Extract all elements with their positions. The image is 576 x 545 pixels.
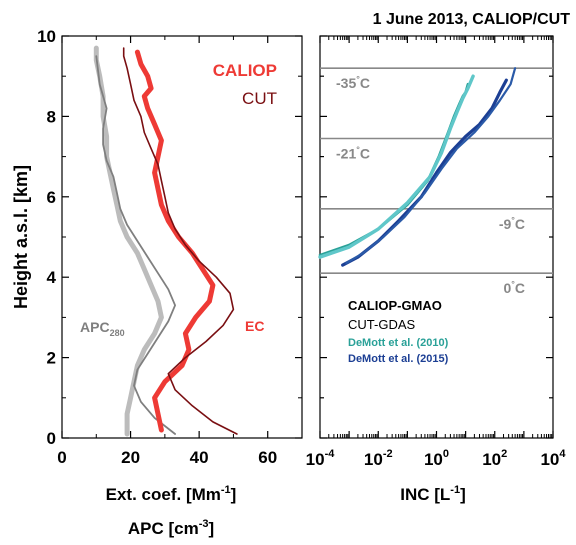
series-line-d15b (345, 67, 517, 265)
legend-demott-2010: DeMott et al. (2010) (348, 337, 449, 349)
annotation-ec: EC (245, 318, 264, 334)
right-x-tick-label: 104 (540, 448, 566, 469)
right-x-tick-label: 10-2 (364, 448, 393, 469)
right-panel: -35°C -21°C -9°C 0°C 10-4 10-2 100 102 104 INC … (306, 35, 566, 504)
right-x-tick-label: 102 (482, 448, 507, 469)
left-y-tick-label: 4 (47, 268, 57, 287)
isotherm-label: -21°C (336, 145, 370, 162)
right-series-group (318, 67, 517, 267)
left-panel: 0 2 4 6 8 10 0 20 40 60 Height a.s.l. [km] Ext. … (11, 27, 303, 538)
left-y-tick-label: 0 (47, 429, 56, 448)
left-ylabel: Height a.s.l. [km] (11, 165, 31, 309)
isotherm-label: -9°C (499, 215, 525, 232)
series-line-d10a (318, 82, 470, 257)
right-x-tick-label: 10-4 (306, 448, 336, 469)
series-line-d10b (318, 74, 475, 259)
right-y-ticks (320, 35, 553, 439)
left-y-tick-label: 10 (37, 27, 56, 46)
right-x-ticks: 10-4 10-2 100 102 104 (306, 36, 566, 469)
legend-caliop: CALIOP (213, 61, 277, 80)
isotherm-lines: -35°C -21°C -9°C 0°C (320, 67, 553, 296)
left-x-tick-label: 20 (121, 448, 140, 467)
left-y-tick-label: 2 (47, 349, 56, 368)
left-x-ticks: 0 20 40 60 (57, 36, 277, 467)
left-x-tick-label: 0 (57, 448, 66, 467)
right-panel-frame (319, 35, 554, 439)
right-xlabel: INC [L-1] (400, 484, 466, 504)
left-x-tick-label: 60 (258, 448, 277, 467)
legend-demott-2015: DeMott et al. (2015) (348, 353, 449, 365)
right-x-tick-label: 100 (424, 448, 449, 469)
left-series-group (93, 45, 238, 437)
left-y-ticks: 0 2 4 6 8 10 (37, 27, 302, 448)
annotation-apc: APC280 (80, 319, 125, 338)
isotherm-label: 0°C (503, 279, 525, 296)
isotherm-label: -35°C (336, 74, 370, 91)
series-line-ec-caliop (134, 49, 216, 433)
series-line-apc-caliop (93, 45, 164, 437)
legend-cut-gdas: CUT-GDAS (348, 317, 416, 332)
series-line-apc-cut (95, 55, 177, 435)
left-xlabel2: APC [cm-3] (128, 518, 214, 538)
left-y-tick-label: 6 (47, 188, 56, 207)
series-line-ec-cut (122, 47, 238, 435)
figure-title: 1 June 2013, CALIOP/CUT (373, 11, 571, 28)
legend-caliop-gmao: CALIOP-GMAO (348, 298, 442, 313)
legend-cut: CUT (242, 89, 277, 108)
left-xlabel: Ext. coef. [Mm-1] (106, 484, 237, 504)
left-x-tick-label: 40 (190, 448, 209, 467)
left-y-tick-label: 8 (47, 107, 56, 126)
